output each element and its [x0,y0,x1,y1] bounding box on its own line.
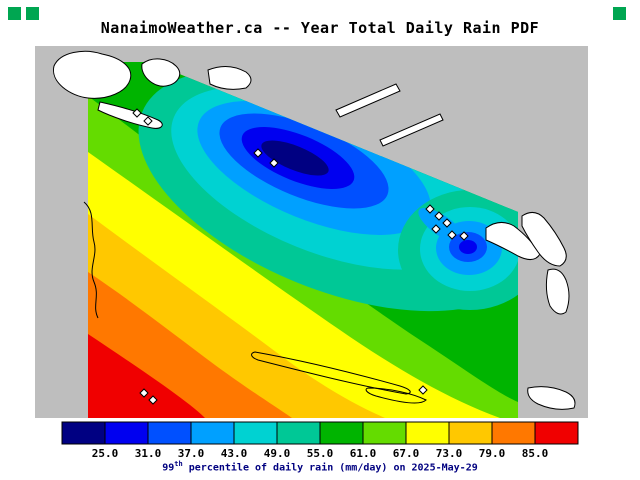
colorbar-segment [405,421,450,445]
station-marker [269,158,279,168]
coastline-island-southeast [545,268,570,315]
colorbar-tick-label: 31.0 [135,447,162,460]
station-marker [447,230,457,240]
colorbar-tick-label: 67.0 [393,447,420,460]
coastline-inlet [379,113,444,147]
colorbar-tick-label: 61.0 [350,447,377,460]
contour-band-under-25 [261,140,329,176]
station-marker [442,218,452,228]
colorbar-segment [491,421,536,445]
corner-marker-icon [8,7,21,20]
colorbar-segment [104,421,149,445]
colorbar-tick-label: 43.0 [221,447,248,460]
colorbar-caption: 99th percentile of daily rain (mm/day) o… [0,460,640,473]
coastlines [53,50,576,410]
contour-band-over-85 [88,334,205,418]
station-marker [139,388,149,398]
colorbar-tick-label: 25.0 [92,447,119,460]
coastline-island-northwest [53,50,132,99]
corner-marker-icon [613,7,626,20]
colorbar-segment [362,421,407,445]
station-marker [434,211,444,221]
station-marker [143,116,153,126]
colorbar [61,421,579,445]
coastline-inlet [335,83,401,118]
colorbar-segment [61,421,106,445]
station-marker [132,108,142,118]
colorbar-tick-label: 49.0 [264,447,291,460]
caption-superscript: th [174,460,183,468]
page-title: NanaimoWeather.ca -- Year Total Daily Ra… [100,19,540,37]
colorbar-tick-label: 55.0 [307,447,334,460]
colorbar-segment [319,421,364,445]
station-marker [425,204,435,214]
station-marker [253,148,263,158]
coastline-shore-southeast [527,386,576,410]
station-marker [418,385,428,395]
colorbar-segment [147,421,192,445]
corner-marker-icon [26,7,39,20]
colorbar-segment [233,421,278,445]
coastline-peninsula [207,66,252,90]
coast-outlines [83,201,427,404]
station-marker [148,395,158,405]
pocket-band-25-31 [459,240,477,254]
coastline-island-north [141,58,181,87]
island-outline [365,387,427,404]
colorbar-tick-label: 73.0 [436,447,463,460]
colorbar-tick-label: 85.0 [522,447,549,460]
station-marker [459,231,469,241]
station-marker [431,224,441,234]
colorbar-tick-labels: 25.0 31.0 37.0 43.0 49.0 55.0 61.0 67.0 … [92,447,549,460]
colorbar-segment [190,421,235,445]
west-coastline-outline [83,201,99,319]
colorbar-segment [276,421,321,445]
caption-text: percentile of daily rain (mm/day) on 202… [182,462,478,474]
colorbar-tick-label: 79.0 [479,447,506,460]
colorbar-tick-label: 37.0 [178,447,205,460]
island-chain-outline [251,351,411,395]
coastline-island-east [521,212,567,267]
caption-prefix: 99 [162,462,175,474]
colorbar-segment [448,421,493,445]
colorbar-segment [534,421,579,445]
station-markers [132,108,469,405]
